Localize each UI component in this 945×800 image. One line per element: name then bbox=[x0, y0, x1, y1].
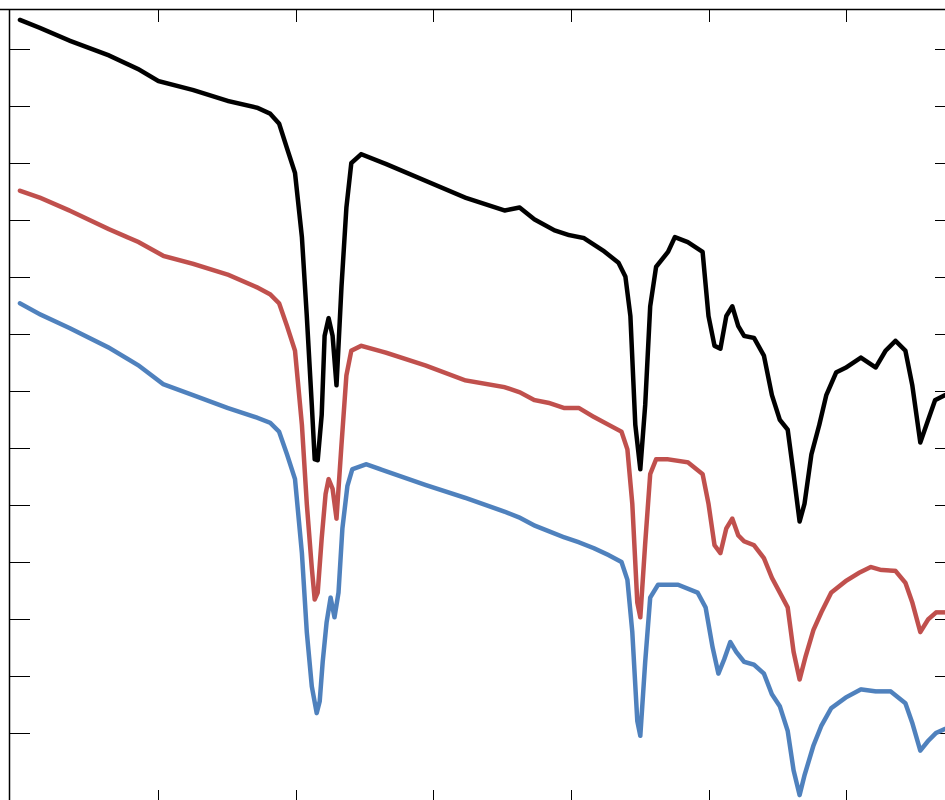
series-layer bbox=[17, 17, 945, 798]
series-line-1 bbox=[17, 188, 945, 682]
plot-frame bbox=[0, 8, 945, 800]
series-line-0 bbox=[17, 17, 945, 524]
series-line-2 bbox=[17, 301, 945, 798]
